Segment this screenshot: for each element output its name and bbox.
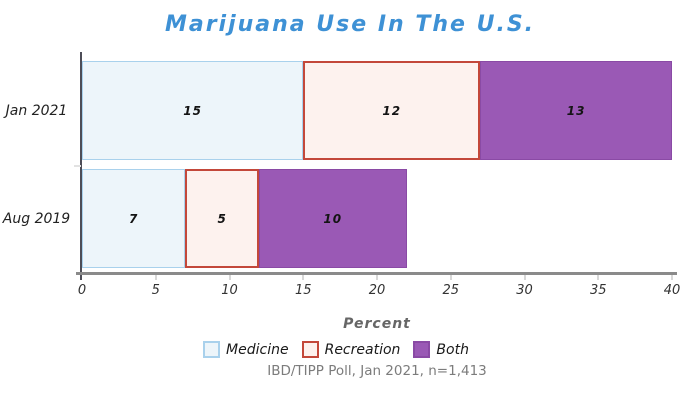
x-tick-label: 10 (221, 283, 238, 298)
x-tick-mark (376, 275, 378, 280)
x-tick-label: 30 (516, 283, 533, 298)
bar-row: 15 12 13 (82, 61, 672, 160)
bar-value-label: 10 (323, 211, 343, 226)
x-tick-mark (523, 275, 526, 280)
x-tick-label: 35 (589, 283, 607, 298)
y-tick-label: Jan 2021 (5, 102, 68, 119)
bar-row: 7 5 10 (82, 169, 672, 268)
legend-swatch-both (413, 341, 431, 358)
x-tick-mark (154, 275, 157, 280)
legend: Medicine Recreation Both (0, 341, 672, 358)
x-tick-label: 5 (151, 283, 160, 298)
x-tick-mark (302, 275, 305, 280)
x-tick-label: 0 (77, 283, 87, 298)
bar-segment-recreation: 12 (303, 61, 481, 160)
legend-swatch-recreation (301, 341, 319, 358)
x-tick-mark (449, 275, 452, 280)
legend-label: Both (436, 341, 469, 358)
y-tick-label: Aug 2019 (2, 210, 71, 227)
x-tick-label: 20 (368, 283, 386, 298)
legend-item-recreation: Recreation (301, 341, 401, 358)
bar-segment-medicine: 15 (82, 61, 304, 160)
legend-label: Recreation (324, 341, 401, 358)
x-tick-mark (671, 275, 673, 280)
bar-segment-both: 13 (480, 61, 672, 160)
legend-item-both: Both (413, 341, 469, 358)
source-caption: IBD/TIPP Poll, Jan 2021, n=1,413 (267, 363, 487, 379)
y-tick-mark (74, 164, 81, 167)
x-tick-label: 15 (294, 283, 312, 298)
bar-segment-both: 10 (259, 169, 407, 268)
x-axis-line (76, 272, 677, 275)
bar-value-label: 13 (566, 103, 586, 118)
x-tick-mark (597, 275, 600, 280)
x-tick-label: 40 (663, 283, 681, 298)
y-axis-spine (80, 52, 82, 280)
plot-area: 15 12 13 7 5 10 (82, 52, 672, 272)
bar-segment-medicine: 7 (82, 169, 186, 268)
x-tick-mark (228, 275, 231, 280)
x-axis-title: Percent (343, 316, 411, 332)
bar-segment-recreation: 5 (185, 169, 259, 268)
bar-value-label: 12 (382, 103, 402, 118)
bar-value-label: 15 (183, 103, 202, 118)
bar-value-label: 7 (128, 211, 139, 226)
legend-swatch-medicine (203, 341, 221, 358)
bar-value-label: 5 (217, 211, 227, 226)
legend-label: Medicine (226, 341, 289, 358)
chart-title: Marijuana Use In The U.S. (164, 12, 536, 37)
x-tick-label: 25 (442, 283, 460, 298)
legend-item-medicine: Medicine (203, 341, 289, 358)
